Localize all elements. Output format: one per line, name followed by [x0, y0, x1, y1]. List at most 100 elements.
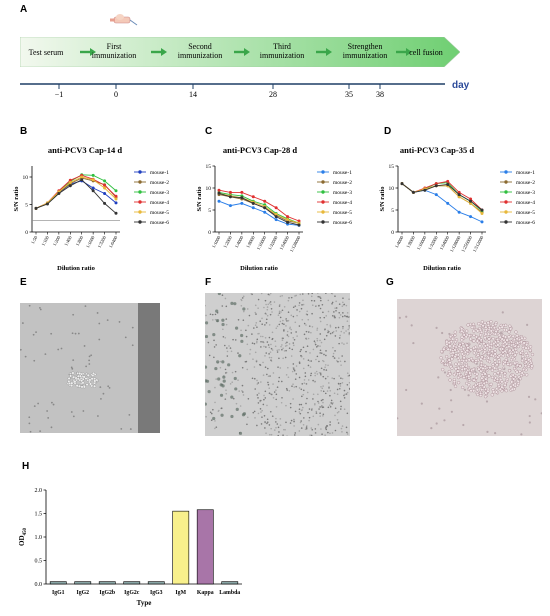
timeline-tick-label: 14: [189, 90, 197, 99]
data-point-mouse-6: [469, 199, 473, 203]
cell-dot: [57, 348, 60, 351]
cell-dot: [302, 424, 305, 426]
data-point-mouse-6: [434, 184, 438, 188]
debris-dot: [233, 302, 237, 306]
cell-dot: [496, 327, 500, 331]
cell-dot: [325, 334, 328, 337]
cell-dot: [496, 371, 500, 375]
cell-dot: [325, 293, 327, 295]
debris-dot: [222, 379, 226, 383]
cell-dot: [214, 318, 217, 321]
cell-dot: [470, 325, 474, 329]
cell-dot: [257, 332, 259, 335]
cell-dot: [264, 337, 267, 339]
cell-dot: [320, 389, 323, 392]
cell-dot: [512, 366, 517, 371]
data-point-mouse-4: [297, 219, 301, 223]
cell-dot: [524, 364, 528, 368]
cell-dot: [514, 347, 518, 351]
cell-dot: [341, 342, 343, 344]
cell-dot: [503, 371, 507, 376]
cell-dot: [205, 415, 207, 418]
cell-dot: [93, 379, 97, 383]
cell-dot: [342, 301, 344, 304]
cell-dot: [266, 422, 268, 425]
data-point-mouse-6: [45, 202, 49, 206]
cell-dot: [260, 411, 262, 413]
cell-dot: [261, 335, 264, 338]
cell-dot: [471, 367, 475, 372]
cell-dot: [265, 303, 267, 306]
cell-dot: [456, 369, 460, 373]
timeline-step-4: Third immunization: [242, 42, 322, 60]
cell-dot: [525, 343, 529, 347]
cell-dot: [286, 330, 289, 333]
data-point-mouse-6: [217, 191, 221, 195]
cell-dot: [256, 340, 258, 343]
cell-dot: [209, 313, 212, 316]
x-tick-label: 1:200: [52, 235, 62, 247]
x-tick-label: 1:6400: [108, 235, 119, 249]
cell-dot: [99, 386, 102, 388]
cell-dot: [322, 413, 325, 416]
series-line-mouse-4: [218, 189, 300, 222]
debris-dot: [217, 293, 221, 296]
panel-label-b: B: [20, 126, 28, 137]
cell-dot: [259, 399, 262, 402]
cell-dot: [280, 345, 282, 348]
cell-dot: [343, 397, 346, 399]
cell-dot: [293, 369, 296, 372]
cell-dot: [313, 380, 316, 383]
cell-dot: [508, 349, 512, 353]
cell-dot: [335, 307, 338, 309]
debris-dot: [227, 363, 231, 367]
cell-dot: [300, 388, 303, 391]
cell-dot: [502, 344, 506, 348]
cell-dot: [441, 368, 445, 372]
timeline-step-text: Strengthen: [347, 42, 383, 51]
data-point-mouse-6: [228, 195, 232, 199]
cell-dot: [102, 392, 105, 395]
cell-dot: [228, 345, 230, 347]
debris-dot: [216, 360, 220, 364]
cell-dot: [484, 380, 489, 384]
legend-marker: [138, 180, 142, 184]
cell-dot: [255, 341, 258, 344]
cell-dot: [475, 372, 479, 376]
cell-dot: [331, 432, 334, 434]
cell-dot: [327, 310, 330, 313]
cell-dot: [73, 380, 77, 384]
cell-dot: [305, 324, 307, 326]
data-point-mouse-5: [114, 197, 118, 201]
data-point-mouse-5: [480, 212, 484, 216]
cell-dot: [338, 303, 341, 305]
cell-dot: [516, 345, 520, 349]
cell-dot: [281, 309, 284, 312]
cell-dot: [283, 350, 286, 352]
data-point-mouse-1: [480, 220, 484, 224]
x-axis-label: Dilution ratio: [423, 265, 461, 272]
cell-dot: [292, 344, 295, 347]
cell-dot: [318, 360, 320, 363]
cell-dot: [28, 416, 31, 419]
cell-dot: [325, 350, 327, 352]
y-tick-label: 15: [206, 164, 212, 170]
cell-dot: [327, 406, 330, 409]
cell-dot: [453, 330, 457, 334]
timeline-step-5: Strengthen immunization: [325, 42, 405, 60]
legend-label: mouse-2: [516, 180, 535, 186]
cell-dot: [320, 352, 323, 354]
cell-dot: [306, 397, 308, 400]
cell-dot: [472, 389, 476, 393]
cell-dot: [477, 336, 481, 340]
data-point-mouse-5: [91, 178, 95, 182]
cell-dot: [281, 344, 283, 346]
cell-dot: [472, 385, 476, 389]
cell-dot: [488, 366, 492, 370]
cell-dot: [451, 337, 455, 341]
cell-dot: [331, 301, 334, 304]
timeline-arrowhead-5: [406, 48, 412, 56]
cell-dot: [257, 412, 260, 415]
cell-dot: [302, 358, 305, 360]
cell-dot: [257, 397, 259, 399]
